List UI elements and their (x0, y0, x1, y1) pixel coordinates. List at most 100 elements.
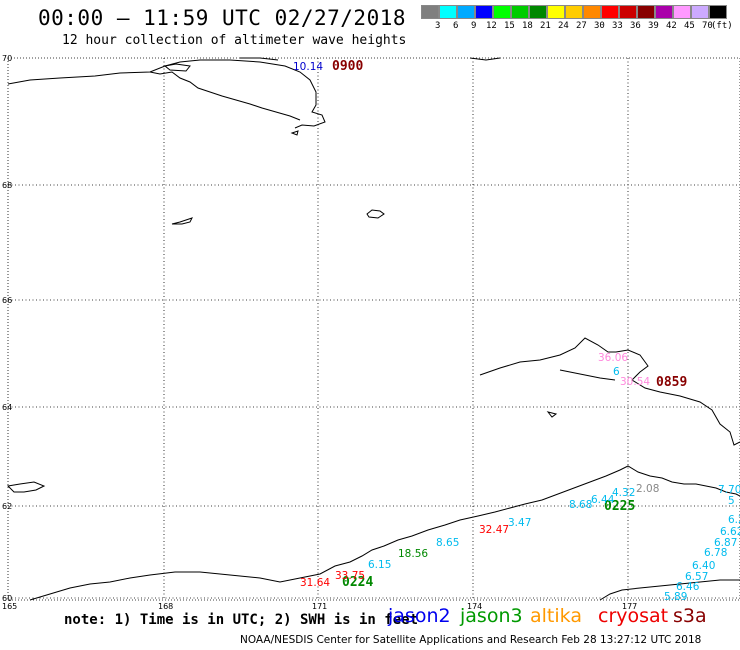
color-scale-label: 39 (648, 21, 659, 31)
coast-alaska-south (599, 579, 740, 601)
lat-label: 64 (2, 403, 12, 412)
color-scale-label: 36 (630, 21, 641, 31)
color-scale-swatch (709, 5, 727, 19)
lon-axis-labels: 165 168 171 174 177 (2, 602, 637, 611)
wave-height-value: 30.54 (620, 376, 650, 388)
color-scale-label: 45 (684, 21, 695, 31)
coast-alaska (29, 465, 740, 601)
color-scale-swatch (493, 5, 511, 19)
color-scale-swatch (637, 5, 655, 19)
wave-height-value: 5 (728, 495, 735, 507)
color-scale-swatch (673, 5, 691, 19)
map-frame (7, 57, 740, 601)
wave-height-value: 6.15 (368, 559, 391, 571)
page-subtitle: 12 hour collection of altimeter wave hei… (62, 33, 407, 48)
color-scale-swatch (511, 5, 529, 19)
lat-label: 60 (2, 594, 12, 603)
color-scale-label: 27 (576, 21, 587, 31)
color-scale-swatch (475, 5, 493, 19)
footer-credit: NOAA/NESDIS Center for Satellite Applica… (240, 634, 702, 646)
wave-height-value: 5.89 (664, 591, 687, 603)
legend-item-cryosat: cryosat (598, 605, 669, 627)
color-scale-swatch (655, 5, 673, 19)
color-scale-label: 33 (612, 21, 623, 31)
lon-label: 171 (312, 602, 327, 611)
wave-height-value: 8.65 (436, 537, 459, 549)
coast-seward (479, 337, 740, 446)
wave-height-value: 6.44 (591, 494, 615, 506)
wave-height-value: 6.57 (685, 571, 708, 583)
color-scale-swatch (457, 5, 475, 19)
island-2 (171, 217, 193, 225)
legend-item-s3a: s3a (673, 605, 707, 627)
page-title: 00:00 – 11:59 UTC 02/27/2018 (38, 6, 407, 30)
graticule (8, 58, 740, 600)
wave-height-value: 6.62 (720, 526, 740, 538)
legend-item-jason2: jason2 (388, 605, 451, 627)
color-scale-label: 18 (522, 21, 533, 31)
lat-label: 70 (2, 54, 12, 63)
pass-time-label: 0224 (342, 575, 373, 590)
pass-time-label: 0900 (332, 59, 363, 74)
color-scale-label: 70 (702, 21, 713, 31)
color-scale-label: 9 (471, 21, 477, 31)
lon-label: 165 (2, 602, 17, 611)
color-scale-label: 6 (453, 21, 459, 31)
coast-chukotka-inner (149, 71, 301, 121)
wave-height-value: 7.70 (718, 484, 740, 496)
color-scale-swatch (421, 5, 439, 19)
wave-height-value: 32.47 (479, 524, 509, 536)
lon-label: 168 (158, 602, 173, 611)
color-scale-label: 12 (486, 21, 497, 31)
color-scale-swatch (565, 5, 583, 19)
color-scale-swatch (601, 5, 619, 19)
color-scale-label: 15 (504, 21, 515, 31)
lat-label: 62 (2, 502, 12, 511)
pass-time-label: 0859 (656, 375, 687, 390)
wave-height-value: 36.06 (598, 352, 628, 364)
wave-height-value: 6.2 (728, 514, 740, 526)
wave-height-value: 6 (613, 366, 620, 378)
wave-height-value: 6.40 (692, 560, 715, 572)
color-scale-unit: (ft) (711, 21, 733, 31)
coast-chukotka-north (7, 59, 326, 129)
coast-cape (163, 63, 191, 72)
color-scale-swatch (529, 5, 547, 19)
wave-height-value: 33.75 (335, 570, 365, 582)
island-1 (366, 209, 385, 219)
color-scale-swatch (439, 5, 457, 19)
lat-axis-labels: 70 68 66 64 62 60 (2, 54, 12, 603)
color-scale-swatch (691, 5, 709, 19)
footer-note: note: 1) Time is in UTC; 2) SWH is in fe… (64, 612, 419, 628)
wave-height-value: 10.14 (293, 61, 323, 73)
wave-height-values: 10.14 36.06 630.54 2.084.326.448.68 32.473.4… (293, 61, 740, 603)
color-scale (421, 5, 727, 19)
color-scale-swatch (583, 5, 601, 19)
color-scale-swatch (547, 5, 565, 19)
wave-height-value: 8.68 (569, 499, 592, 511)
pass-time-labels: 0900 0859 0225 0224 (332, 59, 687, 590)
color-scale-label: 42 (666, 21, 677, 31)
wave-height-value: 2.08 (636, 483, 659, 495)
color-scale-label: 24 (558, 21, 569, 31)
lon-label: 177 (622, 602, 637, 611)
lat-label: 68 (2, 181, 12, 190)
legend-item-altika: altika (530, 605, 582, 627)
wave-height-value: 31.64 (300, 577, 330, 589)
color-scale-label: 3 (435, 21, 441, 31)
wave-height-value: 18.56 (398, 548, 428, 560)
legend-item-jason3: jason3 (460, 605, 523, 627)
lon-label: 174 (467, 602, 482, 611)
color-scale-labels: 3 6 9 12 15 18 21 24 27 30 33 36 39 42 45 70 (ft) (421, 21, 740, 35)
wave-height-value: 6.46 (676, 581, 700, 593)
wave-height-value: 6.87 (714, 537, 737, 549)
wave-height-value: 4.32 (612, 487, 635, 499)
color-scale-swatch (619, 5, 637, 19)
wave-height-value: 6.78 (704, 547, 727, 559)
color-scale-label: 21 (540, 21, 551, 31)
wave-height-value: 3.47 (508, 517, 531, 529)
island-st-lawrence (6, 481, 46, 493)
color-scale-label: 30 (594, 21, 605, 31)
lat-label: 66 (2, 296, 12, 305)
